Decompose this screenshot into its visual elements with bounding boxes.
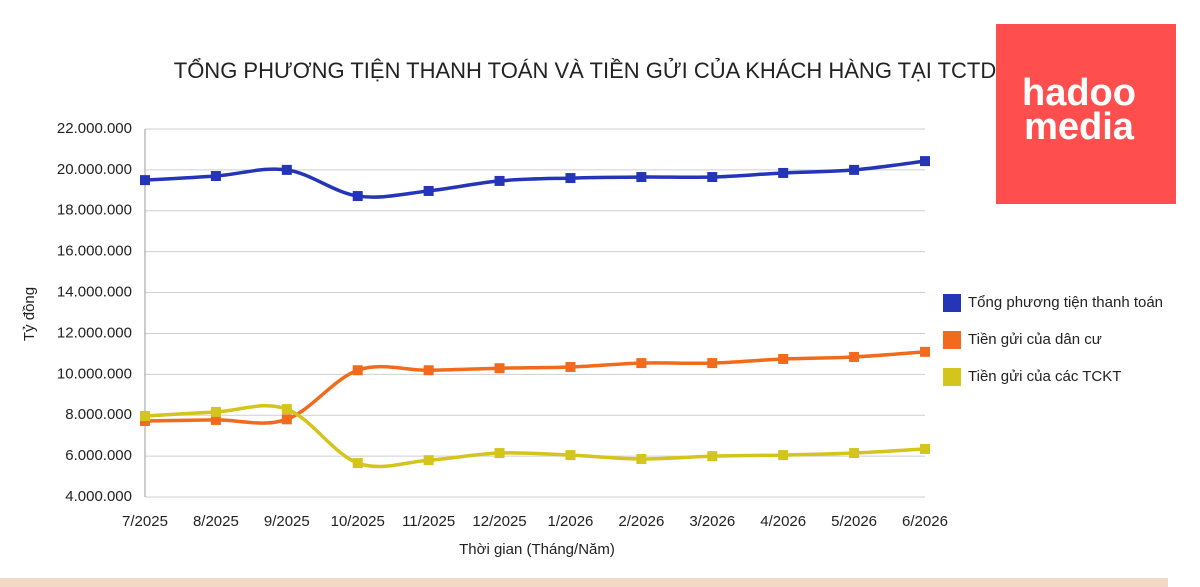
- point-marker: [352, 191, 363, 202]
- point-marker: [494, 448, 505, 459]
- point-marker: [281, 404, 292, 415]
- y-tick-label: 8.000.000: [65, 406, 132, 423]
- point-marker: [423, 365, 434, 376]
- point-marker: [920, 346, 930, 357]
- point-marker: [920, 443, 930, 454]
- y-tick-label: 12.000.000: [57, 324, 132, 341]
- point-marker: [636, 172, 647, 183]
- point-marker: [210, 414, 221, 425]
- point-marker: [778, 354, 789, 364]
- point-marker: [281, 414, 292, 425]
- x-tick-label: 11/2025: [402, 513, 455, 530]
- y-tick-label: 20.000.000: [57, 161, 132, 178]
- legend-swatch: [943, 294, 961, 312]
- legend-label: Tổng phương tiện thanh toán: [968, 294, 1163, 311]
- logo-box: [996, 24, 1176, 204]
- y-tick-label: 18.000.000: [57, 202, 132, 219]
- y-tick-label: 6.000.000: [65, 447, 132, 464]
- point-marker: [210, 171, 221, 182]
- x-tick-label: 10/2025: [331, 513, 385, 530]
- point-marker: [494, 175, 505, 186]
- x-tick-label: 3/2026: [689, 513, 735, 530]
- point-marker: [778, 167, 789, 178]
- point-marker: [707, 172, 718, 183]
- point-marker: [565, 450, 576, 461]
- point-marker: [849, 351, 860, 362]
- series-line: [144, 350, 926, 425]
- legend-label: Tiền gửi của các TCKT: [968, 368, 1121, 385]
- point-marker: [494, 363, 505, 374]
- point-marker: [636, 453, 647, 464]
- point-marker: [778, 450, 789, 461]
- x-tick-label: 9/2025: [264, 513, 310, 530]
- point-marker: [565, 361, 576, 372]
- point-marker: [423, 185, 434, 196]
- point-marker: [707, 451, 718, 462]
- x-axis-label: Thời gian (Tháng/Năm): [459, 541, 615, 558]
- series-line: [144, 404, 926, 469]
- y-tick-label: 4.000.000: [65, 488, 132, 505]
- point-marker: [423, 455, 434, 466]
- point-marker: [281, 164, 292, 175]
- x-tick-label: 6/2026: [902, 513, 948, 530]
- x-tick-label: 2/2026: [618, 513, 664, 530]
- y-axis-label: Tỷ đồng: [21, 287, 38, 341]
- legend-swatch: [943, 368, 961, 386]
- legend-label: Tiền gửi của dân cư: [968, 331, 1102, 348]
- point-marker: [636, 358, 647, 369]
- logo-text: hadoo: [1022, 72, 1136, 114]
- point-marker: [210, 406, 221, 417]
- x-tick-label: 4/2026: [760, 513, 806, 530]
- point-marker: [849, 164, 860, 175]
- y-tick-label: 10.000.000: [57, 365, 132, 382]
- x-tick-label: 1/2026: [548, 513, 594, 530]
- point-marker: [565, 173, 576, 184]
- legend-swatch: [943, 331, 961, 349]
- point-marker: [920, 156, 930, 167]
- x-tick-label: 12/2025: [472, 513, 526, 530]
- x-tick-label: 5/2026: [831, 513, 877, 530]
- x-tick-label: 7/2025: [122, 513, 168, 530]
- point-marker: [352, 458, 363, 469]
- point-marker: [140, 411, 150, 422]
- logo-text: media: [1024, 106, 1135, 148]
- series-line: [144, 159, 926, 199]
- chart-title: TỔNG PHƯƠNG TIỆN THANH TOÁN VÀ TIỀN GỬI …: [174, 58, 997, 83]
- y-tick-label: 14.000.000: [57, 284, 132, 301]
- y-tick-label: 16.000.000: [57, 243, 132, 260]
- footer-strip: [0, 578, 1168, 587]
- point-marker: [707, 358, 718, 369]
- y-tick-label: 22.000.000: [57, 120, 132, 137]
- x-tick-label: 8/2025: [193, 513, 239, 530]
- point-marker: [140, 175, 150, 186]
- point-marker: [352, 365, 363, 376]
- point-marker: [849, 448, 860, 459]
